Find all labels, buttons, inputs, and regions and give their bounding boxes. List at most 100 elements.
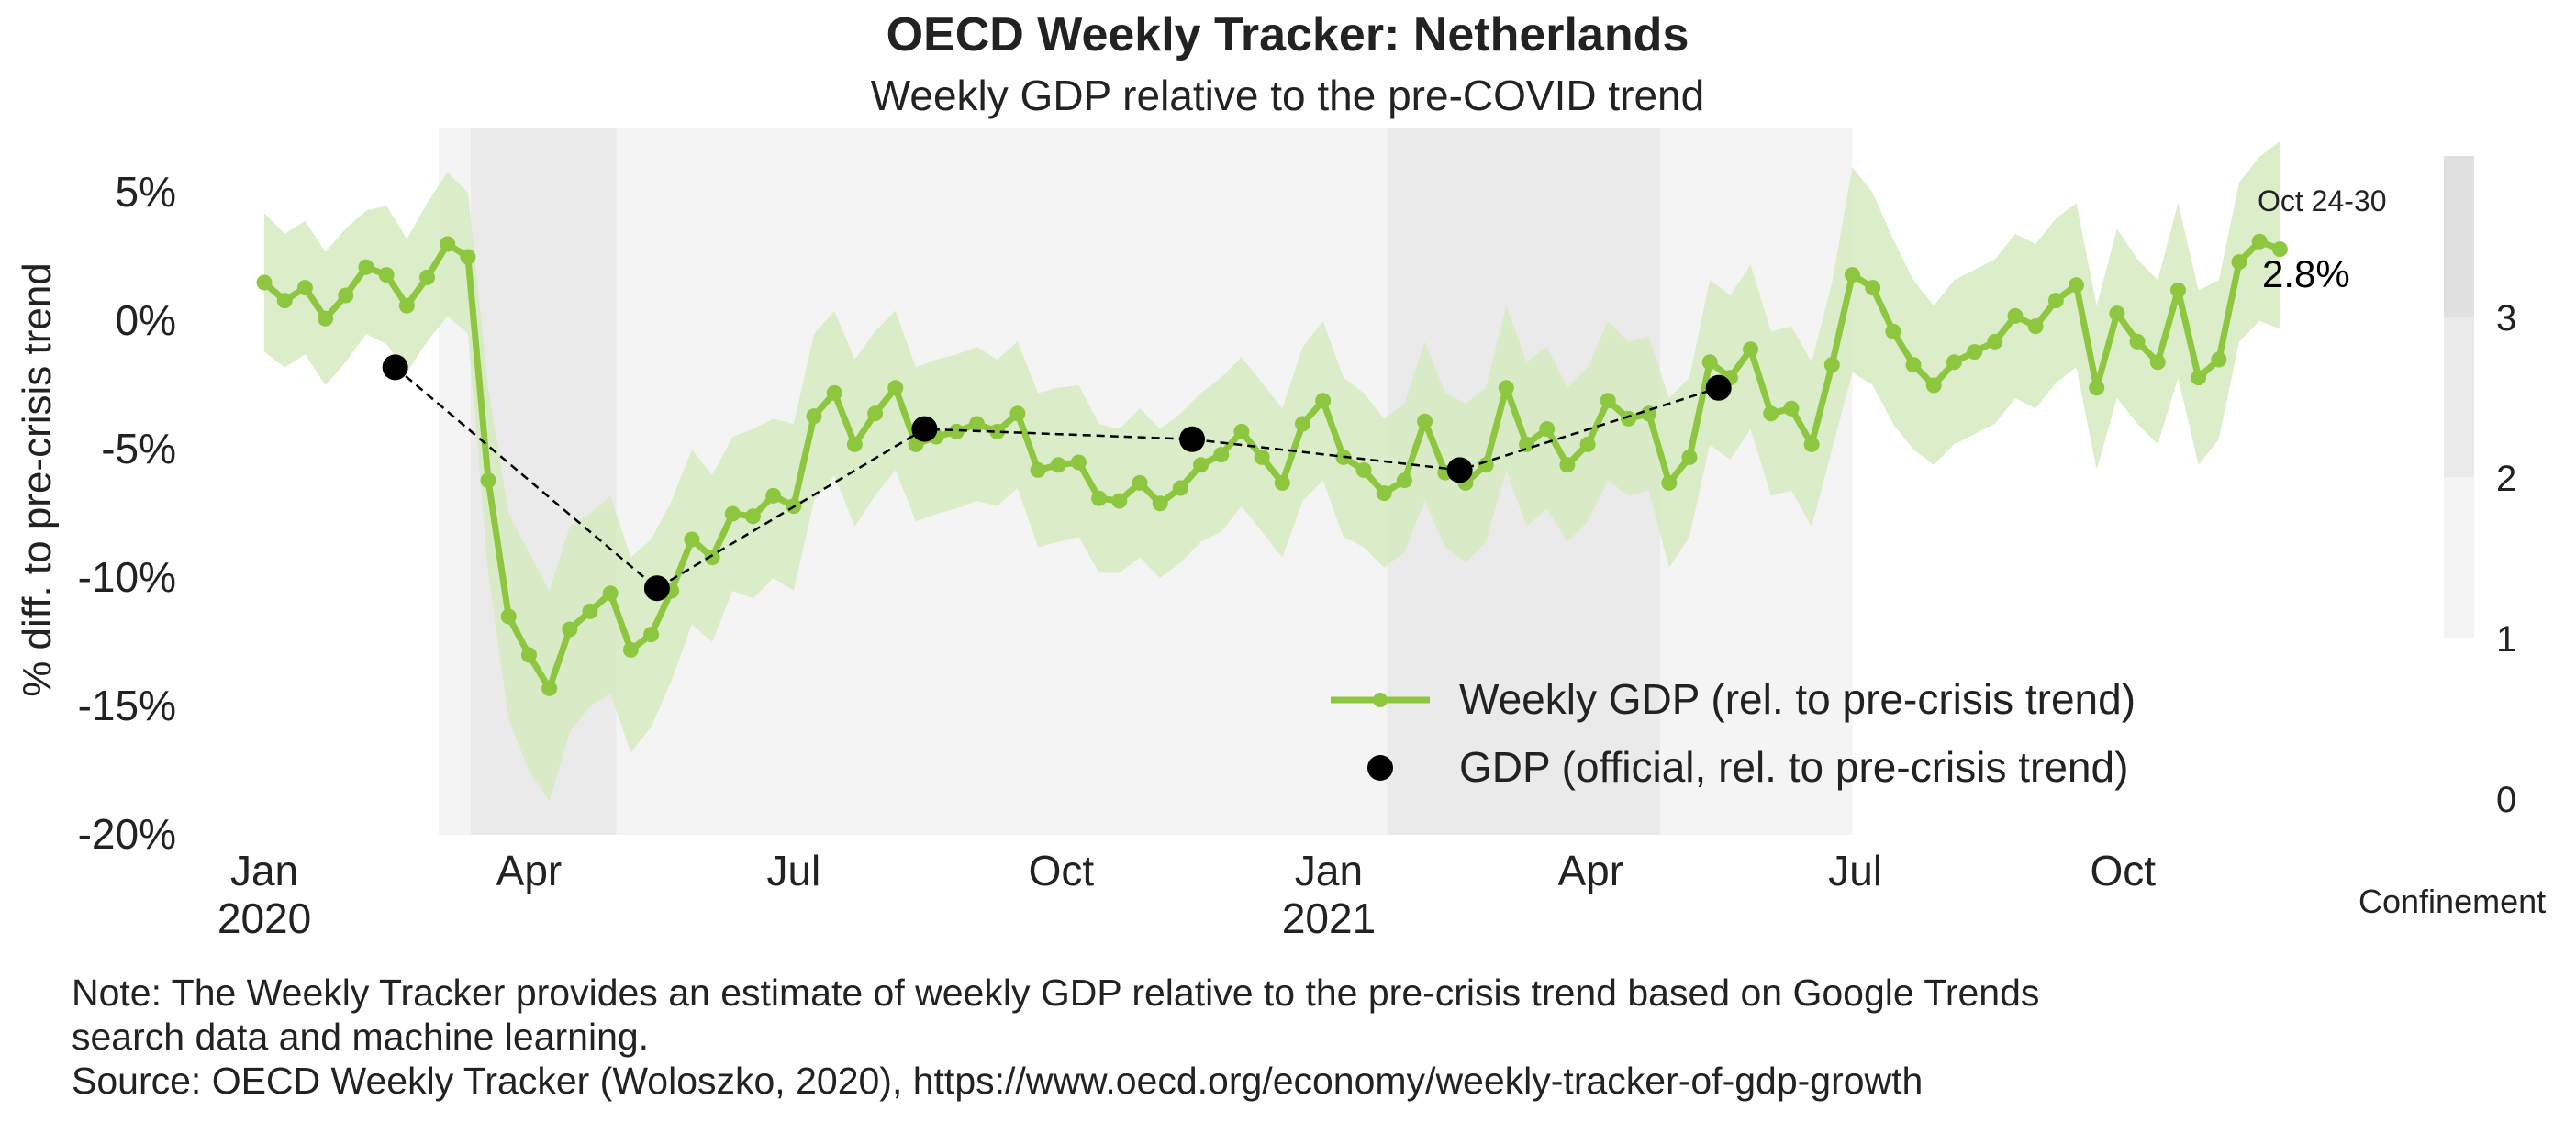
- weekly-gdp-point-36: [989, 423, 1006, 439]
- weekly-gdp-point-56: [1396, 472, 1412, 489]
- official-gdp-series: [382, 354, 1732, 602]
- official-gdp-point-5: [1705, 374, 1732, 401]
- weekly-gdp-point-91: [2109, 305, 2125, 322]
- weekly-gdp-point-46: [1193, 457, 1210, 473]
- weekly-gdp-point-31: [887, 380, 904, 396]
- weekly-gdp-point-61: [1498, 380, 1514, 396]
- weekly-gdp-point-64: [1559, 457, 1576, 473]
- confinement-scale-tick-1: 1: [2496, 619, 2516, 660]
- weekly-gdp-point-94: [2169, 282, 2186, 298]
- weekly-gdp-point-81: [1905, 357, 1922, 373]
- weekly-gdp-point-75: [1783, 400, 1800, 417]
- weekly-gdp-point-27: [806, 408, 822, 425]
- weekly-gdp-point-92: [2129, 333, 2146, 350]
- weekly-gdp-point-89: [2069, 277, 2085, 294]
- weekly-gdp-point-19: [643, 627, 660, 643]
- x-tick-label: Jul: [1828, 847, 1882, 894]
- weekly-gdp-point-37: [1009, 405, 1026, 422]
- weekly-gdp-point-39: [1050, 457, 1066, 473]
- weekly-gdp-point-83: [1946, 354, 1962, 371]
- weekly-gdp-point-17: [602, 585, 619, 602]
- x-tick-year-label: 2020: [217, 894, 311, 942]
- x-tick-label: Apr: [1557, 847, 1623, 894]
- weekly-gdp-point-74: [1763, 405, 1779, 422]
- weekly-gdp-point-76: [1803, 436, 1820, 452]
- x-tick-year-label: 2021: [1282, 894, 1376, 942]
- legend-marker-weekly: [1373, 693, 1388, 707]
- note-line-3: Source: OECD Weekly Tracker (Woloszko, 2…: [72, 1060, 1924, 1102]
- legend: Weekly GDP (rel. to pre-crisis trend) GD…: [1331, 675, 2136, 791]
- weekly-gdp-point-13: [520, 647, 537, 663]
- x-tick-label: Oct: [1029, 847, 1095, 894]
- weekly-gdp-point-80: [1885, 323, 1901, 339]
- weekly-gdp-point-97: [2231, 254, 2247, 271]
- weekly-gdp-point-62: [1519, 436, 1535, 452]
- legend-label-official: GDP (official, rel. to pre-crisis trend): [1459, 743, 2128, 791]
- weekly-gdp-point-87: [2027, 318, 2044, 335]
- weekly-gdp-point-5: [358, 259, 374, 275]
- confinement-scale-tick-3: 3: [2496, 298, 2516, 339]
- x-tick-label: Jan: [230, 847, 298, 894]
- weekly-gdp-point-15: [562, 621, 578, 638]
- confinement-scale-tick-0: 0: [2496, 780, 2516, 820]
- y-axis-label: % diff. to pre-crisis trend: [15, 262, 60, 697]
- weekly-gdp-point-77: [1823, 357, 1840, 373]
- weekly-gdp-point-18: [622, 641, 639, 658]
- weekly-gdp-point-88: [2047, 293, 2064, 309]
- weekly-gdp-point-85: [1987, 333, 2003, 350]
- weekly-gdp-point-21: [684, 531, 700, 548]
- weekly-gdp-point-82: [1925, 377, 1942, 394]
- weekly-gdp-point-48: [1233, 423, 1250, 439]
- weekly-gdp-point-66: [1600, 393, 1616, 409]
- weekly-gdp-point-25: [765, 487, 782, 504]
- y-tick-label: -5%: [101, 425, 176, 472]
- weekly-gdp-point-3: [318, 310, 334, 327]
- x-tick-label: Jul: [766, 847, 820, 894]
- weekly-gdp-line: [261, 238, 2283, 692]
- weekly-gdp-point-42: [1111, 493, 1128, 509]
- confinement-scale-level-3: [2444, 156, 2474, 317]
- weekly-gdp-point-73: [1743, 341, 1759, 358]
- weekly-gdp-point-6: [378, 267, 395, 283]
- weekly-gdp-point-14: [541, 680, 558, 696]
- official-gdp-point-0: [382, 354, 408, 381]
- weekly-gdp-point-30: [867, 405, 884, 422]
- weekly-gdp-point-71: [1701, 354, 1718, 371]
- weekly-gdp-point-29: [846, 436, 863, 452]
- weekly-gdp-series: [256, 233, 2288, 696]
- weekly-gdp-point-57: [1417, 413, 1433, 429]
- weekly-gdp-point-50: [1274, 474, 1290, 491]
- official-gdp-point-1: [643, 575, 670, 602]
- y-tick-label: -20%: [78, 810, 176, 858]
- weekly-gdp-point-45: [1172, 480, 1188, 496]
- official-gdp-point-4: [1446, 457, 1473, 483]
- weekly-gdp-point-0: [256, 274, 273, 291]
- y-tick-label: 0%: [116, 296, 176, 344]
- last-week-label: Oct 24-30: [2258, 184, 2387, 217]
- official-gdp-point-2: [911, 416, 938, 442]
- note-line-1: Note: The Weekly Tracker provides an est…: [72, 972, 2040, 1014]
- weekly-gdp-point-34: [948, 423, 965, 439]
- note-line-2: search data and machine learning.: [72, 1016, 650, 1058]
- weekly-gdp-point-38: [1030, 461, 1046, 478]
- weekly-gdp-point-2: [296, 280, 313, 296]
- x-tick-label: Oct: [2090, 847, 2156, 894]
- y-tick-label: 5%: [116, 168, 176, 216]
- confinement-scale: 3 2 1 0 Confinement: [2359, 156, 2546, 920]
- chart-subtitle: Weekly GDP relative to the pre-COVID tre…: [871, 72, 1704, 119]
- y-tick-label: -15%: [78, 682, 176, 729]
- weekly-gdp-point-11: [480, 472, 496, 489]
- weekly-gdp-point-1: [276, 293, 293, 309]
- confinement-scale-level-1: [2444, 477, 2474, 638]
- weekly-gdp-point-63: [1539, 421, 1556, 438]
- x-tick-label: Apr: [496, 847, 563, 894]
- weekly-gdp-point-79: [1865, 280, 1881, 296]
- x-tick-label: Jan: [1295, 847, 1363, 894]
- weekly-gdp-point-49: [1254, 449, 1270, 465]
- weekly-gdp-point-44: [1152, 495, 1168, 512]
- weekly-gdp-point-55: [1376, 485, 1392, 502]
- y-tick-label: -10%: [78, 553, 176, 601]
- weekly-gdp-point-8: [419, 269, 436, 285]
